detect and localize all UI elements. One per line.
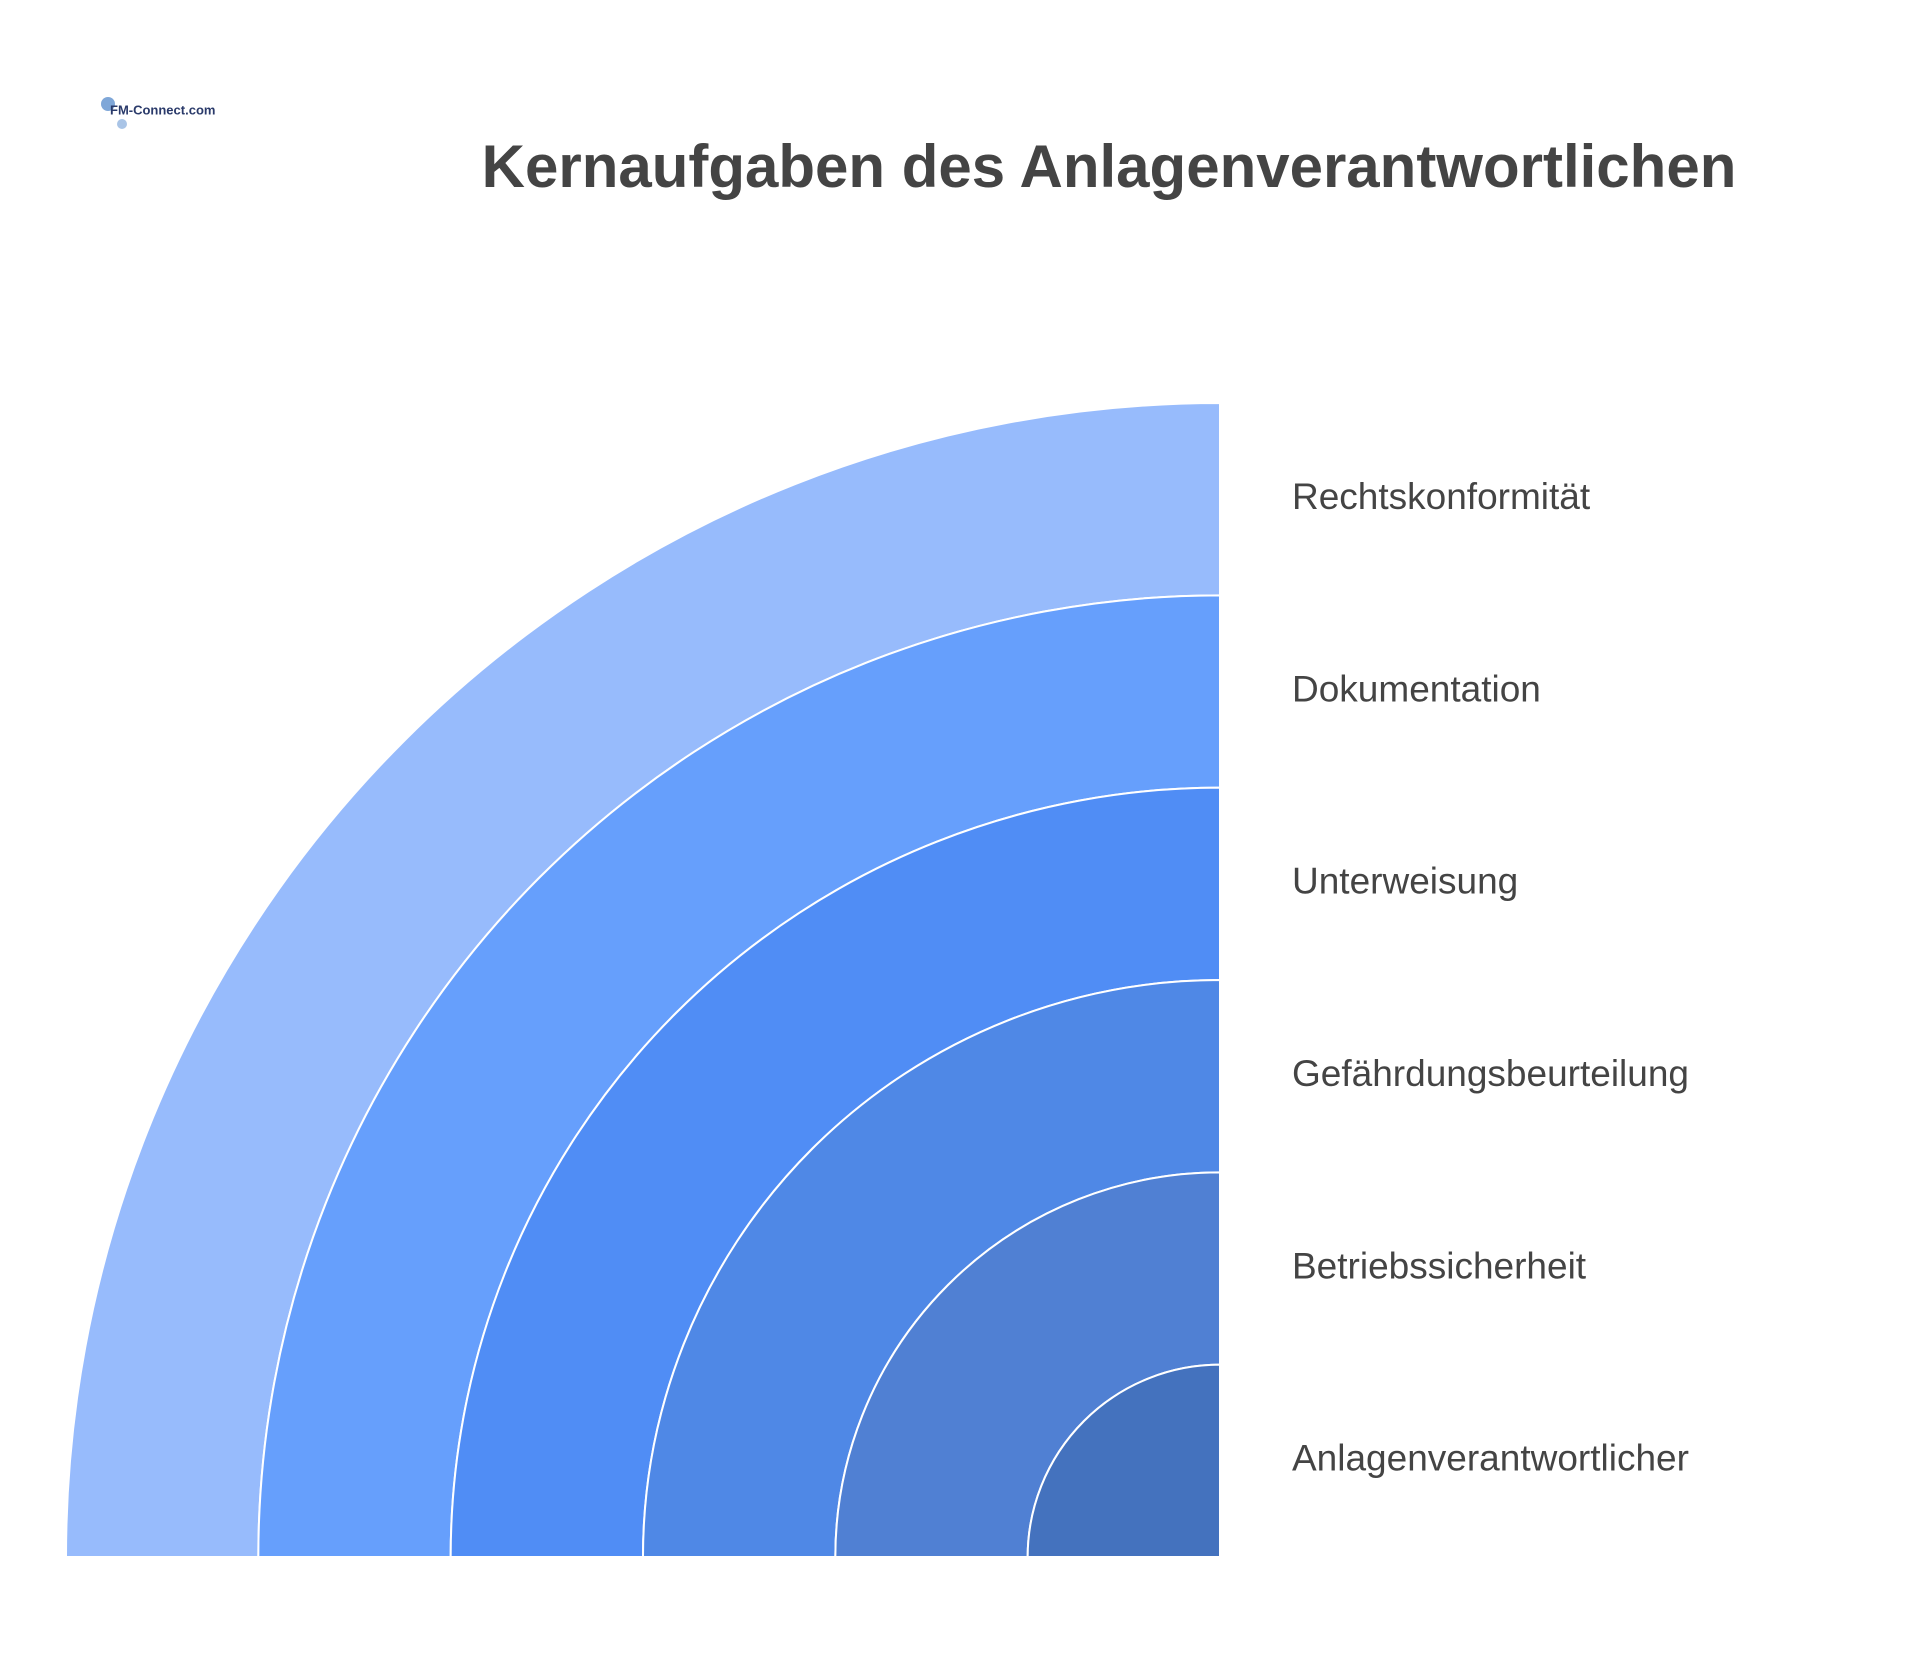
ring-label: Gefährdungsbeurteilung: [1292, 1053, 1689, 1094]
labels: Rechtskonformität Dokumentation Unterweisu…: [1292, 476, 1689, 1479]
logo-text: FM-Connect.com: [110, 102, 215, 117]
ring-label: Betriebssicherheit: [1292, 1245, 1587, 1286]
logo: FM-Connect.com: [101, 97, 215, 129]
logo-icon: [101, 97, 115, 111]
ring-label: Rechtskonformität: [1292, 476, 1591, 517]
ring-label: Unterweisung: [1292, 861, 1518, 902]
logo-icon: [117, 119, 127, 129]
rings: [64, 401, 1221, 1558]
ring-label: Dokumentation: [1292, 668, 1541, 709]
ring: [1026, 1363, 1221, 1558]
ring-label: Anlagenverantwortlicher: [1292, 1438, 1689, 1479]
title: Kernaufgaben des Anlagenverantwortlichen: [482, 133, 1737, 200]
